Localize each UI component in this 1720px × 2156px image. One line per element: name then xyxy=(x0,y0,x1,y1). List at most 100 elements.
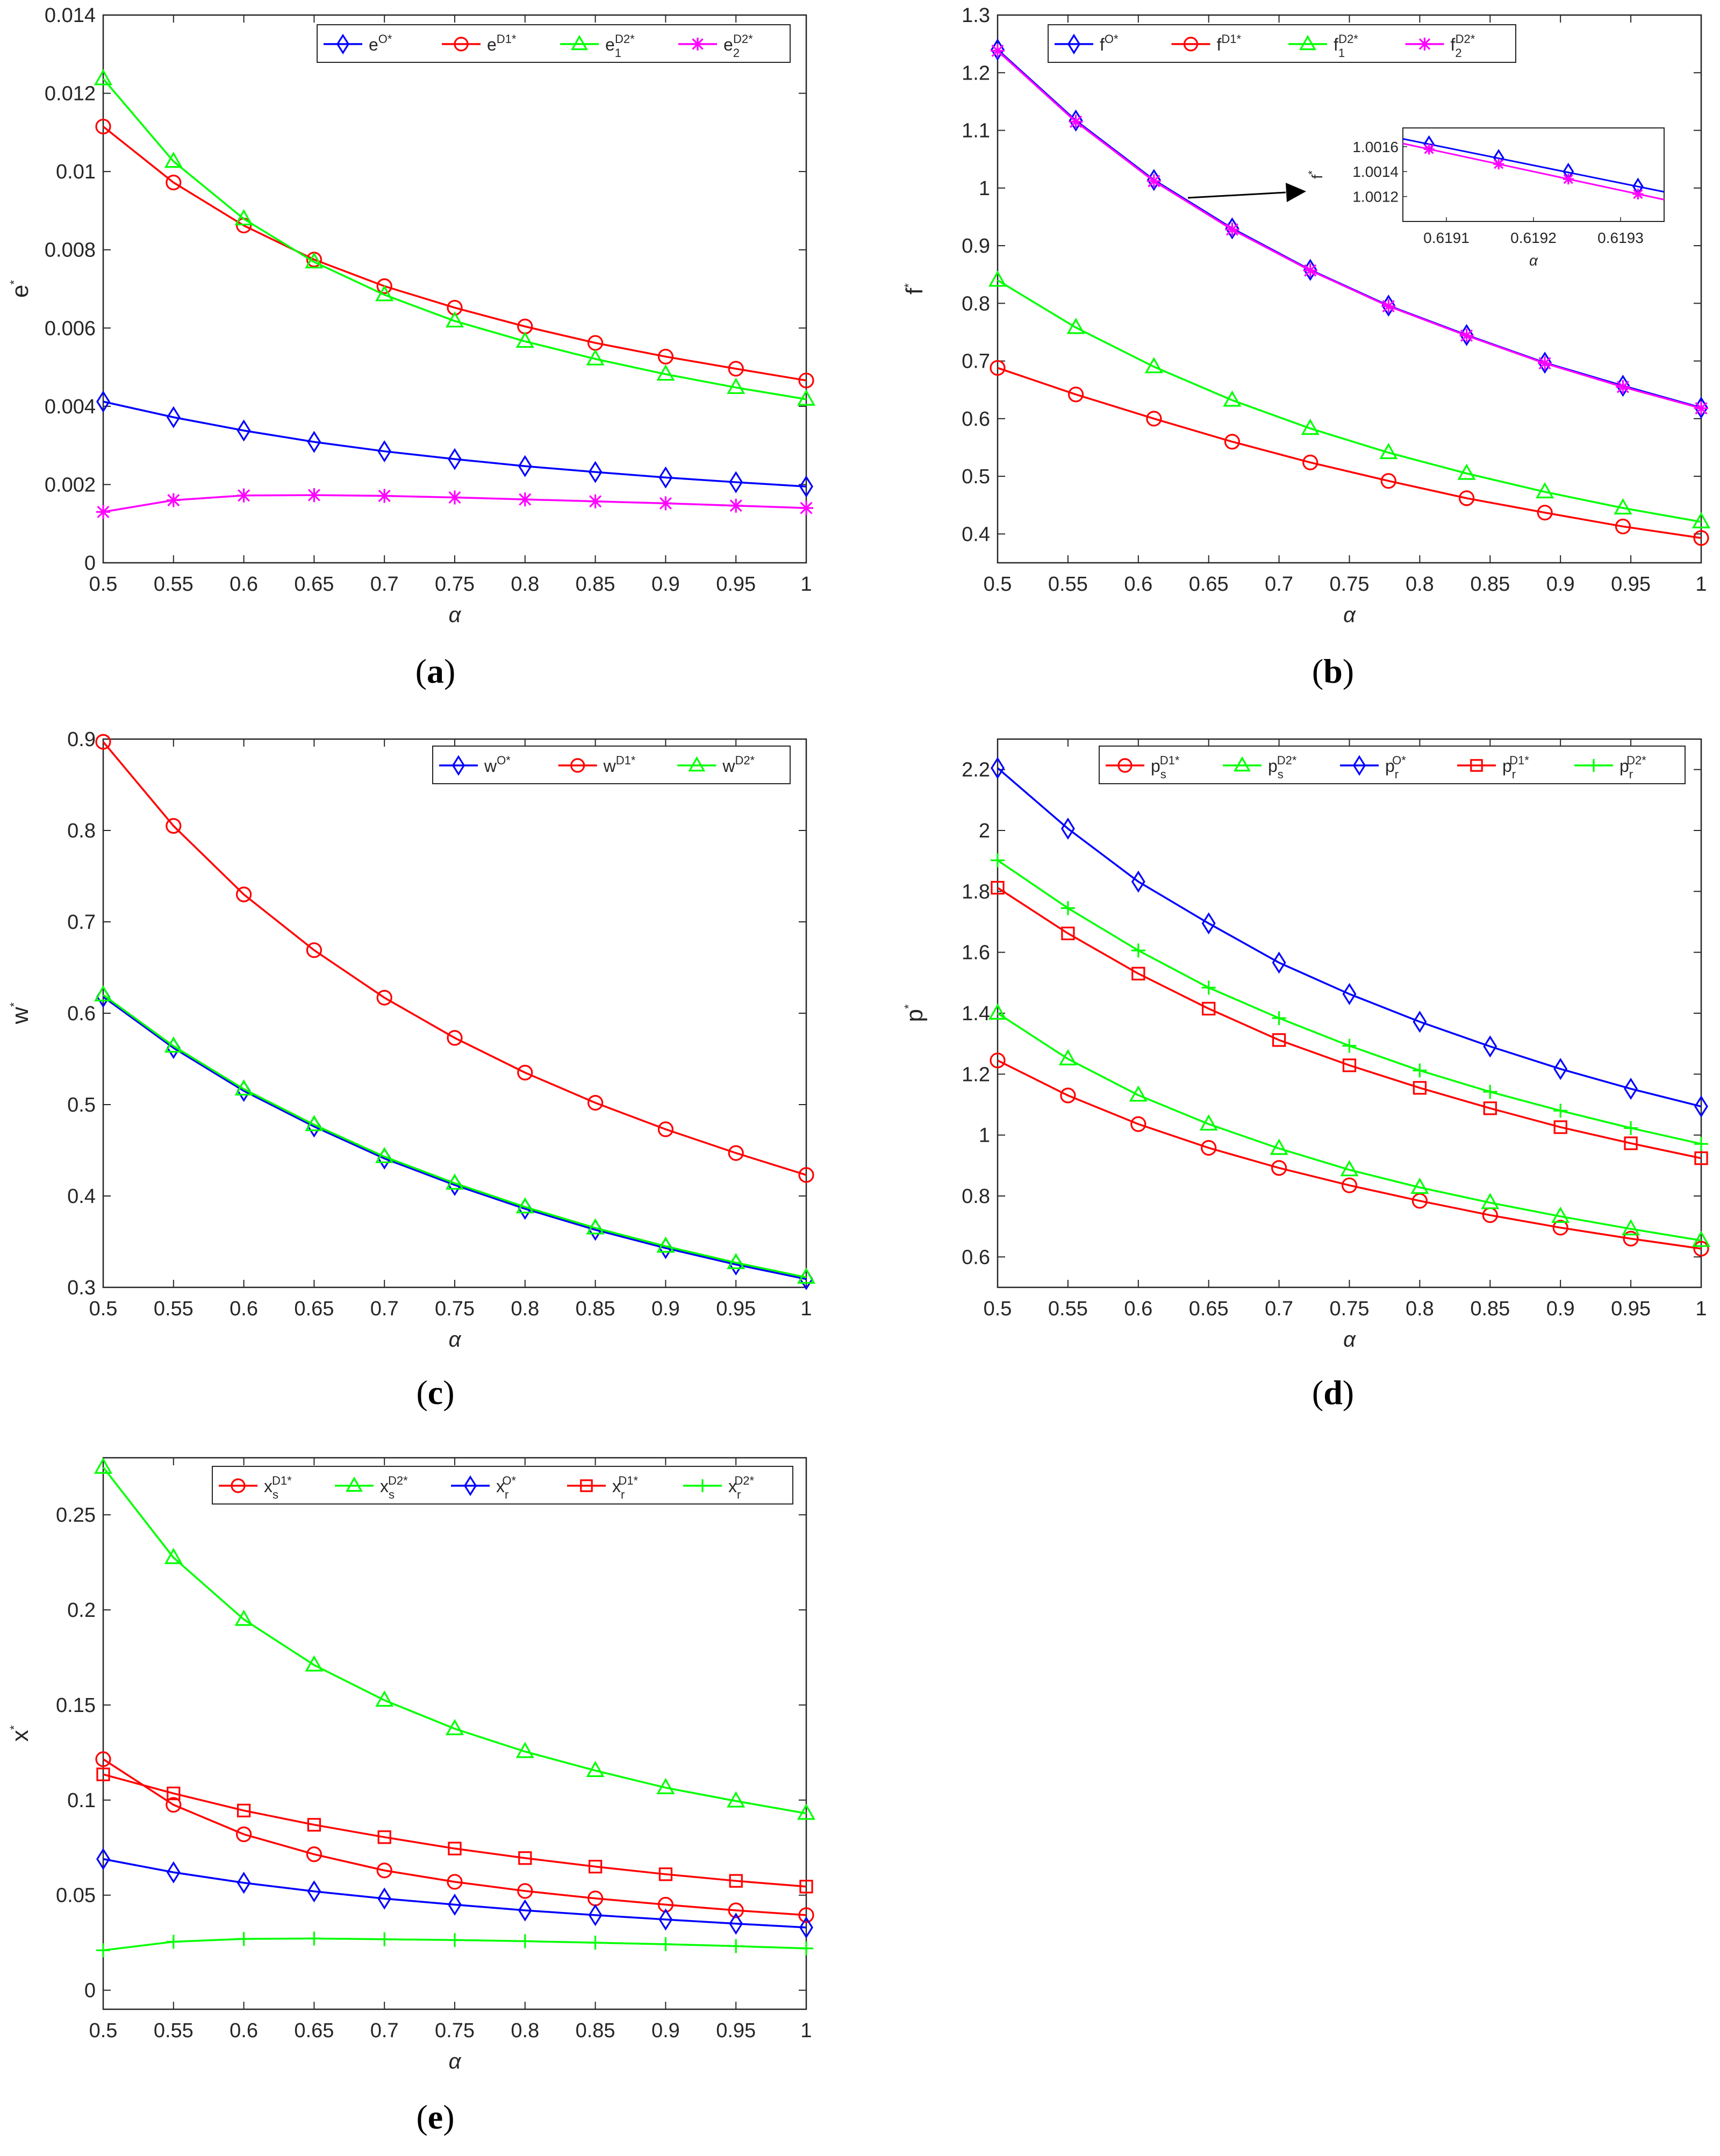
data-point xyxy=(518,1934,532,1949)
data-point xyxy=(1058,1049,1077,1066)
x-tick-label: 0.85 xyxy=(576,1298,615,1320)
x-tick-label: 0.65 xyxy=(294,573,334,596)
data-point xyxy=(1223,390,1242,407)
inset-y-tick-label: 1.0016 xyxy=(1352,139,1399,155)
y-tick-label: 1.8 xyxy=(962,880,990,903)
data-point xyxy=(586,349,605,366)
data-point xyxy=(658,1908,673,1931)
data-point xyxy=(236,488,251,503)
data-point xyxy=(376,1863,392,1879)
data-point xyxy=(1694,1095,1708,1118)
data-point xyxy=(1624,1136,1638,1150)
y-axis-label-base: x xyxy=(7,1730,33,1742)
data-point xyxy=(518,492,532,507)
legend-item-label-sup: D2* xyxy=(1456,32,1475,46)
data-point xyxy=(1131,870,1145,893)
plot-area xyxy=(102,738,807,1288)
inset-x-tick-label: 0.6193 xyxy=(1597,230,1644,246)
data-point xyxy=(1270,1138,1288,1155)
legend-item-label-base: x xyxy=(264,1477,273,1496)
data-point xyxy=(1224,434,1241,450)
legend-item-label-sup: D2* xyxy=(615,32,635,46)
legend-item-label-base: e xyxy=(605,35,615,54)
data-point xyxy=(1131,943,1145,958)
x-tick-label: 0.9 xyxy=(651,1298,680,1320)
legend-item-label: wD1* xyxy=(603,754,636,776)
x-tick-label: 0.6 xyxy=(230,2019,258,2042)
caption-close: ) xyxy=(444,652,455,690)
y-tick-label: 0.9 xyxy=(67,728,96,751)
legend-item-label-sub: r xyxy=(1395,768,1399,781)
data-point xyxy=(1201,912,1216,935)
y-tick-label: 0 xyxy=(84,1980,96,2002)
x-tick-label: 0.5 xyxy=(984,573,1012,596)
data-point xyxy=(1272,1011,1286,1026)
data-point xyxy=(377,440,392,463)
y-tick-label: 0.4 xyxy=(962,523,990,546)
data-point xyxy=(166,818,182,834)
legend-item-label-base: w xyxy=(603,756,617,776)
data-point xyxy=(375,1147,394,1163)
y-tick-label: 0.8 xyxy=(962,292,990,315)
data-point xyxy=(305,1655,324,1672)
caption-close: ) xyxy=(443,1373,454,1412)
y-tick-label: 1.1 xyxy=(962,120,990,142)
data-point xyxy=(518,1851,532,1865)
series-3 xyxy=(96,488,813,519)
legend-item-label-sub: 1 xyxy=(1338,46,1345,60)
y-tick-label: 0.5 xyxy=(67,1094,96,1116)
data-point xyxy=(657,1121,674,1137)
legend-item-label-sup: D2* xyxy=(1277,754,1297,767)
legend-item-label: xrD1* xyxy=(612,1474,638,1501)
inset-y-tick-label: 1.0014 xyxy=(1352,163,1399,180)
data-point xyxy=(234,1079,253,1096)
inset-arrow-line xyxy=(1187,191,1286,199)
data-point xyxy=(1694,1137,1708,1151)
x-tick-label: 0.95 xyxy=(1611,1298,1651,1320)
caption-open: ( xyxy=(1312,652,1323,690)
caption-open: ( xyxy=(415,652,427,690)
data-point xyxy=(377,1932,392,1946)
data-point xyxy=(1692,1230,1711,1247)
inset-y-axis-label-base: f xyxy=(1309,175,1325,179)
data-point xyxy=(166,174,182,191)
data-point xyxy=(588,494,603,508)
legend-item: wD2* xyxy=(677,754,755,776)
legend-marker xyxy=(1418,38,1431,51)
data-point xyxy=(1483,1101,1497,1115)
legend-item-label: prO* xyxy=(1385,754,1406,781)
series-line xyxy=(997,1012,1702,1242)
x-tick-label: 0.55 xyxy=(154,2019,194,2042)
data-point xyxy=(799,1880,813,1894)
inset-x-tick-label: 0.6192 xyxy=(1510,230,1557,246)
x-tick-label: 0.8 xyxy=(511,2019,539,2042)
series-line xyxy=(997,887,1702,1159)
y-axis-label-sup: * xyxy=(8,1725,21,1730)
inset-series-line xyxy=(1402,142,1665,200)
legend-item-label-base: x xyxy=(728,1477,737,1496)
legend-item-label: xrO* xyxy=(496,1474,516,1501)
data-point xyxy=(96,390,110,413)
data-point xyxy=(657,348,674,365)
x-tick-label: 0.55 xyxy=(1048,1298,1088,1320)
data-point xyxy=(1067,386,1084,403)
data-point xyxy=(656,1778,675,1794)
x-tick-label: 0.7 xyxy=(1265,1298,1293,1320)
data-point xyxy=(306,942,322,958)
data-point xyxy=(588,1860,603,1874)
legend-item-label-base: f xyxy=(1217,35,1222,54)
inset-series-1 xyxy=(1402,142,1665,200)
series-1 xyxy=(988,1003,1711,1247)
data-point xyxy=(307,488,321,503)
data-point xyxy=(799,501,813,515)
y-tick-label: 0.9 xyxy=(962,235,990,257)
series-2 xyxy=(991,757,1708,1118)
y-tick-label: 0.6 xyxy=(67,1002,96,1025)
data-point xyxy=(1536,482,1554,499)
series-2 xyxy=(96,1847,813,1939)
legend-item-label-sub: r xyxy=(737,1488,741,1501)
data-point xyxy=(1144,357,1163,374)
legend-item-label: f2D2* xyxy=(1451,32,1475,60)
series-0 xyxy=(96,390,813,498)
